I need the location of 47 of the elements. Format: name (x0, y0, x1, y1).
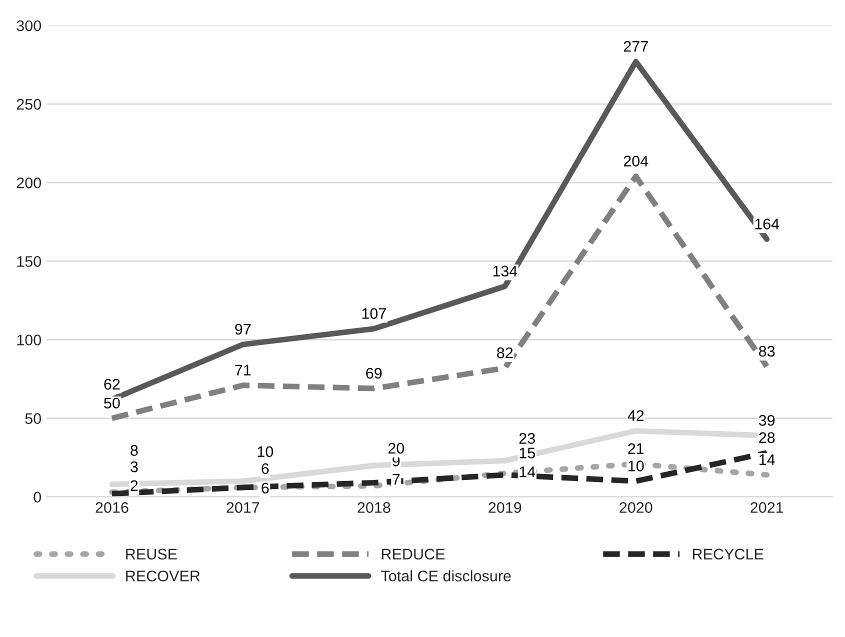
data-label: 14 (760, 454, 775, 465)
x-tick-label: 2021 (750, 502, 784, 513)
y-tick-label: 150 (17, 256, 42, 267)
data-label: 71 (235, 364, 251, 376)
data-label: 23 (519, 433, 535, 444)
data-label: 20 (388, 442, 404, 454)
data-label: 7 (392, 474, 400, 484)
data-label: 21 (628, 443, 644, 454)
legend-label: REUSE (126, 548, 177, 560)
data-label: 82 (497, 347, 513, 358)
x-tick-label: 2018 (358, 502, 390, 513)
data-label: 10 (628, 460, 644, 472)
data-label: 2 (130, 480, 138, 491)
y-tick-label: 100 (17, 334, 42, 346)
data-label: 39 (758, 414, 775, 426)
legend-label: RECYCLE (693, 548, 764, 560)
data-label: 42 (628, 410, 644, 421)
data-label: 10 (258, 446, 274, 458)
data-label: 6 (262, 482, 269, 494)
data-label: 164 (755, 218, 780, 230)
legend-label: Total CE disclosure (381, 570, 511, 582)
y-tick-label: 200 (16, 177, 42, 188)
x-tick-label: 2020 (620, 502, 652, 513)
data-label: 14 (520, 466, 536, 478)
x-tick-label: 2016 (96, 502, 128, 513)
data-label: 62 (104, 378, 120, 390)
y-tick-label: 0 (34, 492, 42, 503)
y-tick-label: 250 (16, 98, 42, 110)
data-label: 134 (493, 266, 518, 277)
x-tick-label: 2017 (226, 502, 260, 513)
data-label: 107 (362, 308, 386, 319)
data-label: 83 (759, 346, 775, 357)
data-label: 3 (130, 461, 138, 472)
x-tick-label: 2019 (488, 502, 522, 513)
legend-label: REDUCE (382, 548, 445, 560)
y-tick-label: 300 (16, 20, 42, 32)
data-label: 204 (624, 156, 648, 167)
data-label: 6 (262, 463, 269, 474)
data-label: 28 (759, 432, 775, 444)
data-label: 69 (366, 368, 382, 379)
data-label: 15 (520, 448, 535, 458)
data-label: 97 (235, 324, 251, 335)
data-label: 277 (624, 41, 648, 52)
y-tick-label: 50 (25, 413, 42, 424)
data-label: 50 (104, 398, 120, 409)
data-label: 8 (130, 445, 138, 456)
legend-label: RECOVER (126, 570, 200, 582)
